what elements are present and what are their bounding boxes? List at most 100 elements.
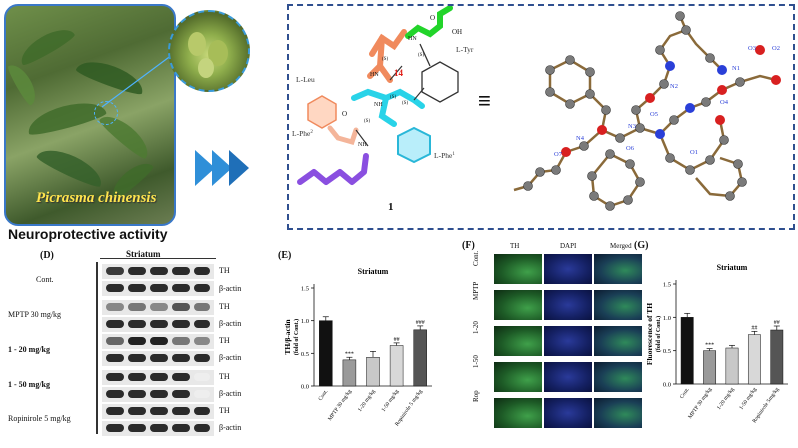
blot-band-actin [102,281,214,296]
significance-label: ## [774,320,780,326]
blot-band-th [102,300,214,315]
micrograph-tile [544,362,592,392]
micrograph-tile [594,254,642,284]
bar [703,350,717,385]
plant-name-caption: Picrasma chinensis [36,190,157,206]
significance-label: ## [751,325,757,331]
x-tick-label: Cont. [679,386,691,400]
bar [770,329,784,385]
protein-label: β-actin [219,319,242,328]
y-axis-label: TH/β-actin (fold of Cont.) [283,319,300,356]
micrograph-tile [594,362,642,392]
x-tick-label: 1-50 mg/kg [738,387,758,412]
blot-band-actin [102,317,214,332]
micrograph-tile [594,290,642,320]
x-tick-label: 1-20 mg/kg [716,387,736,412]
micrograph-tile [544,326,592,356]
protein-label: TH [219,406,230,415]
micrograph-tile [594,326,642,356]
x-tick-label: Cont. [318,388,330,402]
protein-label: β-actin [219,353,242,362]
y-tick-label: 0.5 [301,351,309,358]
bar [680,317,694,385]
bar [747,334,761,385]
crystal-structure: O3 O2 N1 N2 O4 O5 N3 N4 O7 O6 O1 [513,11,781,211]
chart-title: Striatum [717,263,748,272]
bar-chart-g: Striatum 0.0 0.5 1.0 1.5 Fluorescence of TH (f… [645,263,788,424]
atom-label-o4: O4 [720,99,729,106]
x-tick-label: MPTP 30 mg/kg [327,389,353,423]
blot-row-label: 1 - 20 mg/kg [8,345,50,354]
bar [389,345,404,387]
bar [342,359,357,387]
label-tyr: L-Tyr [456,45,474,54]
label-leu: L-Leu [296,75,315,84]
micrograph-tile [494,254,542,284]
atom-label-o2: O2 [772,45,780,52]
protein-label: TH [219,266,230,275]
zoom-connector-line [101,48,181,108]
atom-label-n3: N3 [628,123,636,130]
blot-group-bracket [96,262,98,434]
stereo-s: (S) [364,119,370,124]
x-tick-label: 1-50 mg/kg [381,389,401,414]
micrograph-tile [594,398,642,428]
blot-band-th [102,404,214,419]
x-tick-label: 1-20 mg/kg [357,389,377,414]
significance-label: *** [705,343,714,349]
y-tick-label: 1.5 [663,282,671,289]
chevron-arrow-icon [212,150,232,186]
y-tick-label: 1.5 [301,286,309,293]
micrograph-tile [494,362,542,392]
micrograph-tile [544,398,592,428]
row-label: 1-50 [472,355,480,368]
x-tick-label: MPTP 30 mg/kg [687,387,713,421]
atom-nh: NH [374,102,383,108]
significance-label: ### [416,320,425,326]
atom-o: O [430,14,435,22]
micrograph-tile [544,254,592,284]
chevron-arrow-icon [229,150,249,186]
fruit-zoom-inset [168,10,250,92]
atom-hn: HN [370,72,379,78]
protein-label: β-actin [219,284,242,293]
chevron-arrow-icon [195,150,215,186]
blot-row-label: Cont. [36,275,54,284]
significance-label: ## [394,337,400,343]
micrograph-tile [494,326,542,356]
stereo-s: (S) [402,101,408,106]
micrograph-tile [494,290,542,320]
column-header: TH [510,242,520,250]
blot-row-label: 1 - 50 mg/kg [8,380,50,389]
chart-title: Striatum [358,267,389,276]
protein-label: TH [219,302,230,311]
atom-hn: HN [408,36,417,42]
blot-band-actin [102,387,214,402]
atom-nh: NH [358,142,367,148]
blot-row-label: Ropinirole 5 mg/kg [8,414,71,423]
panel-d-letter: (D) [40,250,54,261]
protein-label: TH [219,372,230,381]
blot-band-th [102,264,214,279]
label-phe2: L-Phe2 [292,129,313,138]
blot-row-label: MPTP 30 mg/kg [8,310,62,319]
atom-label-o3: O3 [748,45,756,52]
protein-label: β-actin [219,389,242,398]
atom-label-n1: N1 [732,65,740,72]
chemical-structure: L-Leu L-Tyr L-Phe2 L-Phe1 14 1 OH O HN H… [292,6,474,213]
compound-number: 1 [388,201,394,213]
atom-oh: OH [452,28,462,36]
atom-label-o7: O7 [554,151,563,158]
row-label: Cont. [472,250,480,266]
significance-label: *** [345,351,354,357]
stereo-s: (S) [390,95,396,100]
ring-size-label: 14 [394,68,404,78]
structure-panel [287,4,795,230]
bar [366,357,380,387]
column-header: DAPI [560,242,577,250]
row-label: MPTP [472,281,480,300]
protein-label: β-actin [219,423,242,432]
blot-band-th [102,334,214,349]
plant-photo [4,4,176,226]
label-phe1: L-Phe1 [434,151,455,160]
